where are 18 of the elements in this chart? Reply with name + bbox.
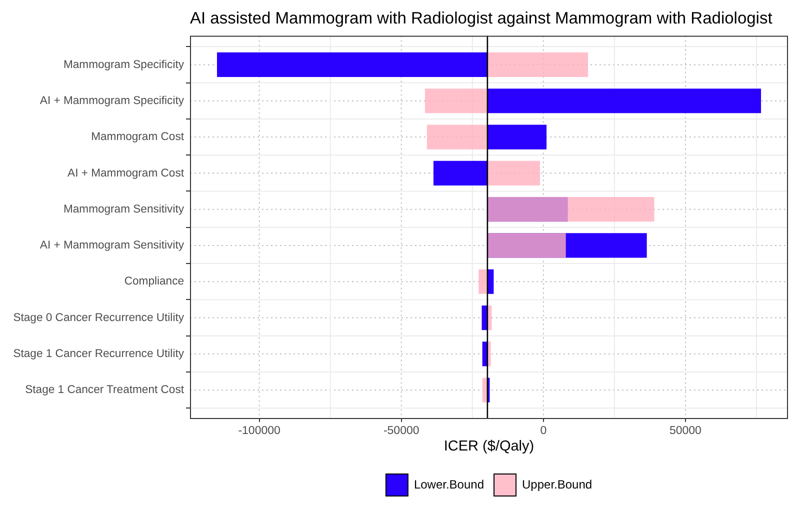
y-tick-label: AI + Mammogram Specificity (40, 94, 184, 107)
x-tick-label: -50000 (383, 425, 420, 438)
y-tick-label: Mammogram Cost (91, 131, 185, 144)
x-tick-label: -100000 (238, 425, 280, 438)
y-tick-label: AI + Mammogram Sensitivity (40, 240, 184, 252)
x-axis-title: ICER ($/Qaly) (444, 438, 534, 454)
y-tick-label: Compliance (124, 276, 184, 288)
y-tick-label: Mammogram Specificity (63, 58, 184, 71)
y-tick-label: Stage 1 Cancer Recurrence Utility (13, 348, 184, 360)
legend-label: Lower.Bound (414, 477, 484, 492)
legend-label: Upper.Bound (522, 477, 592, 492)
y-tick-label: AI + Mammogram Cost (68, 167, 185, 180)
x-tick-label: 0 (540, 425, 547, 438)
y-tick-label: Stage 0 Cancer Recurrence Utility (13, 312, 184, 324)
y-tick-label: Stage 1 Cancer Treatment Cost (25, 384, 185, 396)
x-tick-label: 50000 (669, 425, 702, 438)
y-tick-label: Mammogram Sensitivity (63, 203, 184, 216)
chart-title: AI assisted Mammogram with Radiologist against Mammogram with Radiologist (190, 9, 773, 28)
